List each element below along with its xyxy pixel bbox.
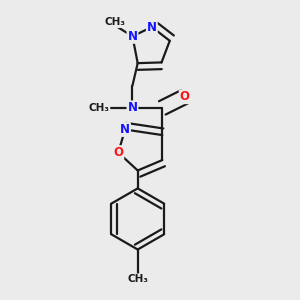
Text: N: N <box>128 101 137 114</box>
Text: N: N <box>147 20 157 34</box>
Text: N: N <box>120 123 130 136</box>
Text: CH₃: CH₃ <box>127 274 148 284</box>
Text: O: O <box>113 146 123 159</box>
Text: CH₃: CH₃ <box>88 103 110 113</box>
Text: CH₃: CH₃ <box>104 17 125 27</box>
Text: N: N <box>128 30 137 43</box>
Text: O: O <box>180 90 190 103</box>
